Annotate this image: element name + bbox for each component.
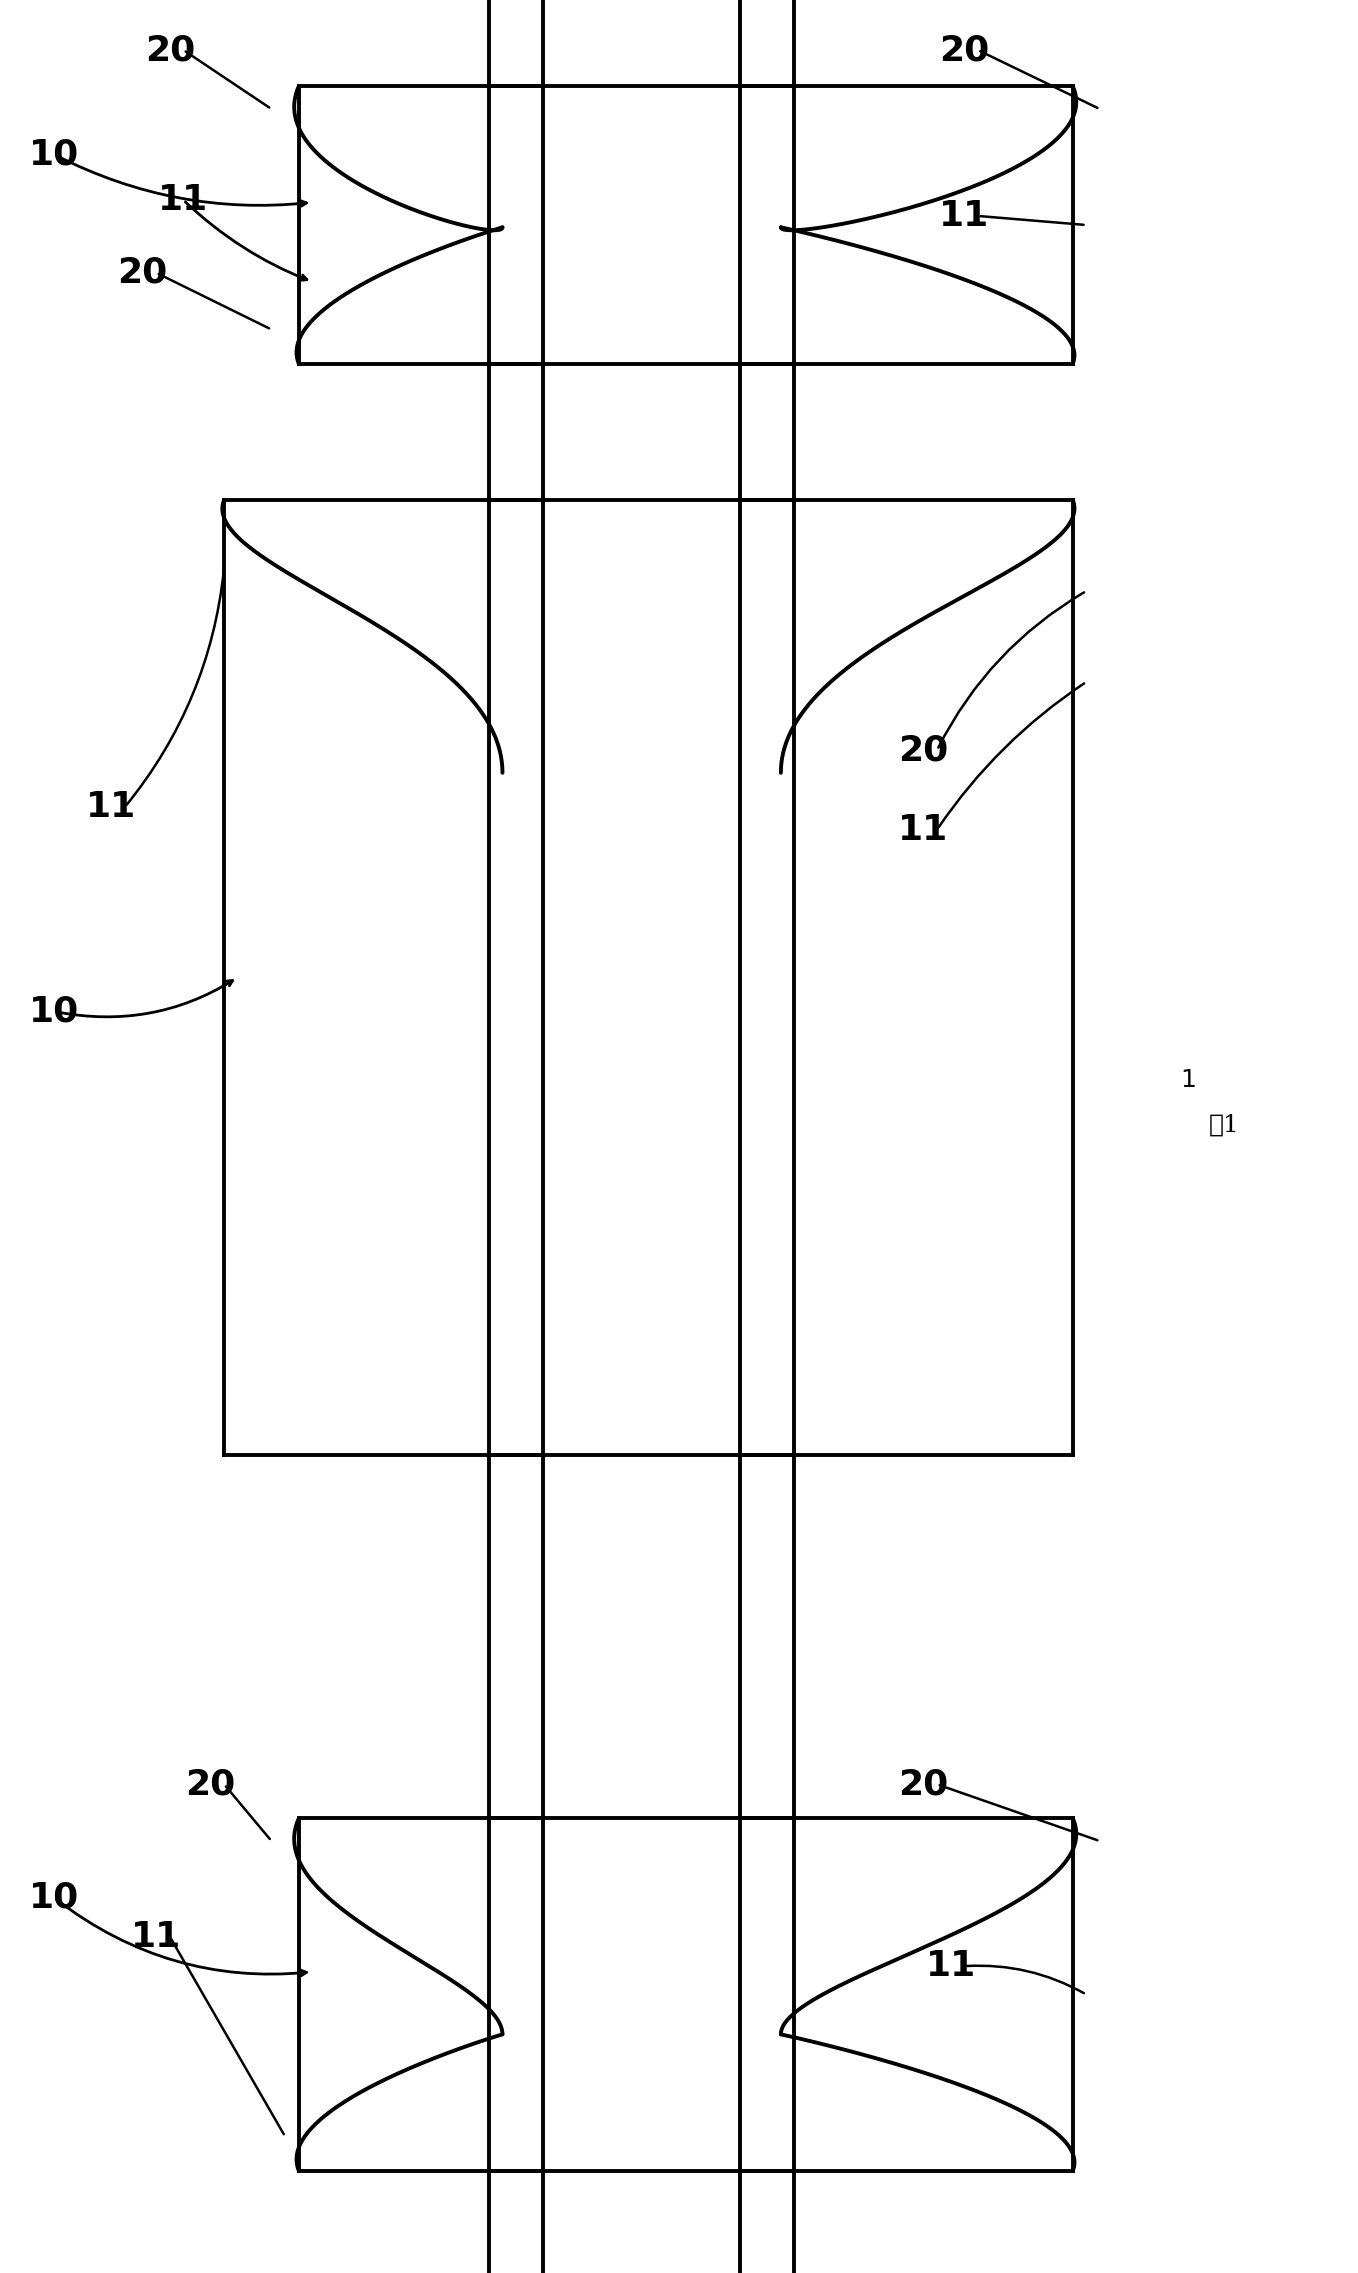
Text: 図1: 図1 [1209, 1114, 1240, 1136]
Text: 11: 11 [898, 814, 949, 846]
Text: 20: 20 [117, 257, 168, 289]
Text: 11: 11 [86, 791, 137, 823]
Text: 20: 20 [938, 34, 990, 66]
Text: 20: 20 [898, 734, 949, 766]
Text: 11: 11 [130, 1921, 182, 1953]
Text: 20: 20 [898, 1768, 949, 1800]
Text: 1: 1 [1180, 1068, 1196, 1091]
Text: 11: 11 [938, 200, 990, 232]
Text: 20: 20 [185, 1768, 236, 1800]
Text: 10: 10 [29, 996, 80, 1027]
Text: 10: 10 [29, 139, 80, 170]
Text: 20: 20 [144, 34, 196, 66]
Text: 10: 10 [29, 1882, 80, 1914]
Text: 11: 11 [925, 1950, 976, 1982]
Text: 11: 11 [158, 184, 209, 216]
